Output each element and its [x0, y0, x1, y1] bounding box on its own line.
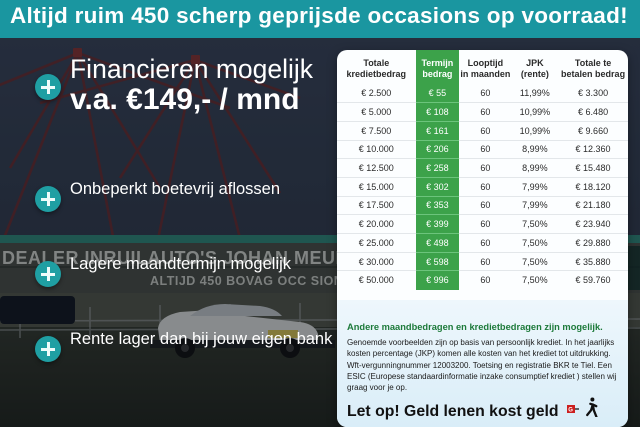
svg-text:G: G	[568, 407, 573, 413]
